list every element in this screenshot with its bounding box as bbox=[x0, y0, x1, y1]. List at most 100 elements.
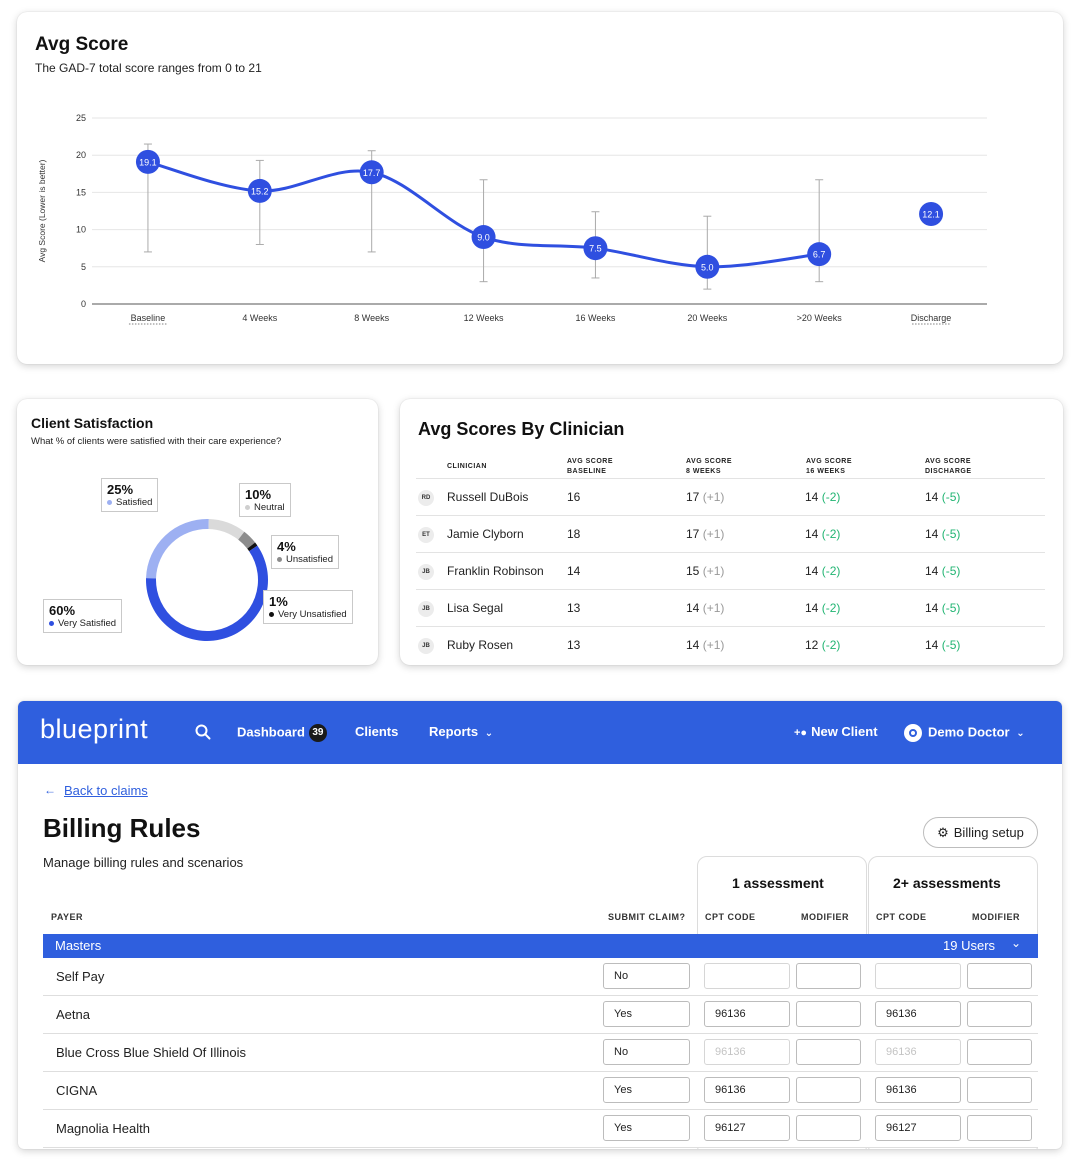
x-tick-label: Baseline bbox=[131, 313, 166, 323]
score-16-weeks-delta: (-2) bbox=[821, 527, 841, 541]
col-header-payer: PAYER bbox=[51, 912, 84, 922]
submit-claim-select[interactable]: Yes bbox=[603, 1001, 690, 1027]
payer-name: Self Pay bbox=[56, 969, 105, 984]
top-navbar: blueprint Dashboard 39 Clients Reports ⌄ … bbox=[18, 701, 1062, 764]
satisfied-pct: 25% bbox=[107, 482, 134, 497]
legend-very-satisfied: 60% Very Satisfied bbox=[43, 599, 123, 633]
score-16-weeks-delta: (-2) bbox=[821, 490, 841, 504]
cpt-code-input-1[interactable]: 96136 bbox=[704, 1077, 790, 1103]
billing-rules-window: blueprint Dashboard 39 Clients Reports ⌄ … bbox=[18, 701, 1062, 1149]
x-tick-label: >20 Weeks bbox=[797, 313, 843, 323]
data-label: 9.0 bbox=[477, 233, 490, 243]
user-menu[interactable]: Demo Doctor ⌄ bbox=[904, 724, 1025, 742]
clinician-avatar: RD bbox=[418, 490, 434, 506]
score-8-weeks: 15 bbox=[686, 564, 700, 578]
cpt-code-input-1[interactable] bbox=[704, 963, 790, 989]
cpt-code-input-2[interactable]: 96136 bbox=[875, 1077, 961, 1103]
payer-name: Aetna bbox=[56, 1007, 90, 1022]
x-tick-label: 12 Weeks bbox=[464, 313, 504, 323]
clinician-name: Franklin Robinson bbox=[447, 564, 544, 578]
pie-slice-neutral bbox=[208, 519, 245, 540]
modifier-input-2[interactable] bbox=[967, 1039, 1032, 1065]
payer-row: Self Pay No bbox=[43, 958, 1038, 996]
score-8-weeks: 17 bbox=[686, 490, 700, 504]
clinician-name: Lisa Segal bbox=[447, 601, 504, 615]
score-discharge-delta: (-5) bbox=[941, 601, 961, 615]
modifier-input-1[interactable] bbox=[796, 1039, 861, 1065]
neutral-pct: 10% bbox=[245, 487, 272, 502]
client-satisfaction-card: Client Satisfaction What % of clients we… bbox=[17, 399, 378, 665]
user-name: Demo Doctor bbox=[928, 724, 1010, 740]
masters-group-header[interactable]: Masters 19 Users ⌄ bbox=[43, 934, 1038, 958]
score-8-weeks: 14 bbox=[686, 638, 700, 652]
submit-claim-select[interactable]: No bbox=[603, 1039, 690, 1065]
cpt-code-input-1[interactable]: 96136 bbox=[704, 1001, 790, 1027]
modifier-input-2[interactable] bbox=[967, 1115, 1032, 1141]
score-discharge: 14 bbox=[925, 527, 939, 541]
x-tick-label: 4 Weeks bbox=[242, 313, 277, 323]
data-point bbox=[247, 178, 272, 203]
score-discharge-delta: (-5) bbox=[941, 490, 961, 504]
avg-score-line-chart: 0 5 10 15 20 25 Avg Score (Lower is better) Bas… bbox=[37, 113, 987, 325]
blueprint-logo[interactable]: blueprint bbox=[40, 714, 149, 744]
score-8-weeks-delta: (+1) bbox=[702, 527, 725, 541]
score-discharge: 14 bbox=[925, 638, 939, 652]
submit-claim-select[interactable]: No bbox=[603, 963, 690, 989]
cpt-code-input-2[interactable]: 96136 bbox=[875, 1039, 961, 1065]
score-8-weeks-delta: (+1) bbox=[702, 564, 725, 578]
payer-row: Aetna Yes 96136 96136 bbox=[43, 996, 1038, 1034]
data-point bbox=[471, 225, 496, 250]
modifier-input-1[interactable] bbox=[796, 1001, 861, 1027]
payer-name: Magnolia Health bbox=[56, 1121, 150, 1136]
pie-slice-unsatisfied bbox=[238, 531, 256, 549]
back-arrow-icon[interactable]: ← bbox=[44, 783, 56, 797]
legend-neutral: 10% Neutral bbox=[239, 483, 291, 517]
nav-reports[interactable]: Reports ⌄ bbox=[429, 724, 493, 739]
satisfaction-donut-chart bbox=[146, 519, 268, 641]
submit-claim-select[interactable]: Yes bbox=[603, 1077, 690, 1103]
cpt-code-input-2[interactable]: 96136 bbox=[875, 1001, 961, 1027]
col-header-baseline: AVG SCORE BASELINE bbox=[567, 458, 613, 475]
new-client-button[interactable]: +● New Client bbox=[794, 724, 878, 739]
x-tick-label: Discharge bbox=[911, 313, 952, 323]
modifier-input-1[interactable] bbox=[796, 1115, 861, 1141]
clinician-name: Ruby Rosen bbox=[447, 638, 514, 652]
unsatisfied-pct: 4% bbox=[277, 539, 296, 554]
chevron-down-icon: ⌄ bbox=[1016, 728, 1025, 740]
pie-slice-very-unsatisfied bbox=[247, 542, 258, 552]
chevron-down-icon[interactable]: ⌄ bbox=[1011, 936, 1022, 950]
y-tick-label: 10 bbox=[76, 225, 86, 235]
very-unsatisfied-label: Very Unsatisfied bbox=[278, 609, 347, 620]
modifier-input-1[interactable] bbox=[796, 1077, 861, 1103]
score-baseline: 13 bbox=[567, 601, 581, 615]
col-header-modifier-2: MODIFIER bbox=[972, 912, 1020, 922]
nav-reports-label: Reports bbox=[429, 724, 479, 739]
submit-claim-select[interactable]: Yes bbox=[603, 1115, 690, 1141]
search-icon[interactable] bbox=[195, 724, 211, 740]
nav-dashboard[interactable]: Dashboard 39 bbox=[237, 724, 327, 742]
modifier-input-2[interactable] bbox=[967, 1077, 1032, 1103]
payer-name: CIGNA bbox=[56, 1083, 98, 1098]
col-header-cpt-code-1: CPT CODE bbox=[705, 912, 756, 922]
billing-setup-button[interactable]: ⚙ Billing setup bbox=[923, 817, 1038, 848]
data-point bbox=[135, 149, 160, 174]
clinician-row: RD Russell DuBois 16 17 (+1) 14 (-2) 14 … bbox=[416, 478, 1045, 515]
cpt-code-input-2[interactable] bbox=[875, 963, 961, 989]
modifier-input-1[interactable] bbox=[796, 963, 861, 989]
clinician-avatar: JB bbox=[418, 564, 434, 580]
modifier-input-2[interactable] bbox=[967, 963, 1032, 989]
score-baseline: 16 bbox=[567, 490, 581, 504]
cpt-code-input-2[interactable]: 96127 bbox=[875, 1115, 961, 1141]
score-baseline: 13 bbox=[567, 638, 581, 652]
clinician-row: JB Franklin Robinson 14 15 (+1) 14 (-2) … bbox=[416, 552, 1045, 589]
score-discharge: 14 bbox=[925, 601, 939, 615]
cpt-code-input-1[interactable]: 96127 bbox=[704, 1115, 790, 1141]
y-axis-label: Avg Score (Lower is better) bbox=[37, 159, 47, 262]
modifier-input-2[interactable] bbox=[967, 1001, 1032, 1027]
cpt-code-input-1[interactable]: 96136 bbox=[704, 1039, 790, 1065]
add-user-icon: +● bbox=[794, 727, 808, 739]
nav-clients[interactable]: Clients bbox=[355, 724, 399, 739]
masters-label: Masters bbox=[55, 938, 102, 953]
clinician-avatar: JB bbox=[418, 601, 434, 617]
back-to-claims-link[interactable]: Back to claims bbox=[64, 783, 148, 798]
